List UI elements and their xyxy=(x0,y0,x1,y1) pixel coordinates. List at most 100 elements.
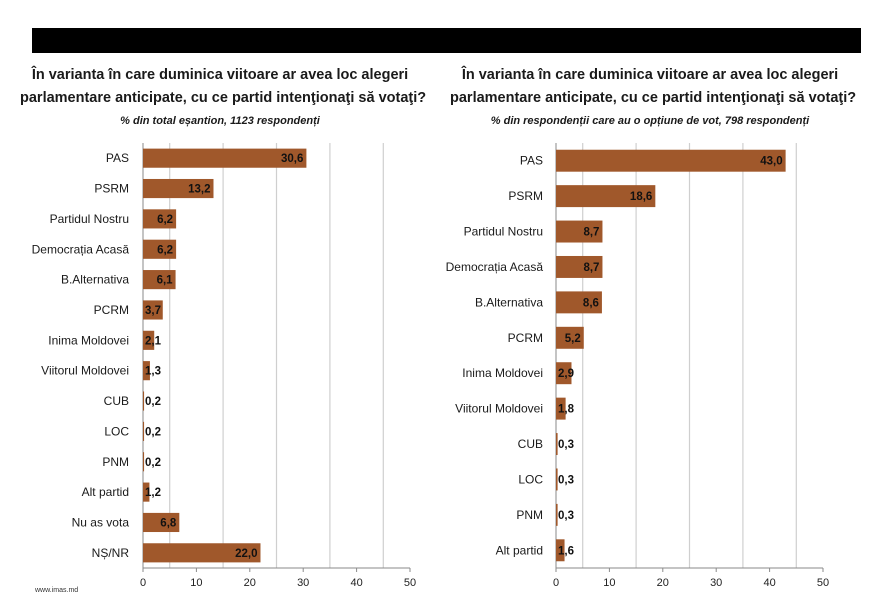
right-chart-value-label: 0,3 xyxy=(558,510,574,522)
right-chart-bar xyxy=(556,397,566,420)
left-chart-value-label: 13,2 xyxy=(188,184,210,196)
right-chart-title-line1: În varianta în care duminica viitoare ar… xyxy=(461,67,839,83)
left-chart-value-label: 6,2 xyxy=(157,244,173,256)
right-chart-bar xyxy=(556,220,603,243)
left-chart-value-label: 22,0 xyxy=(235,548,257,560)
right-chart-value-label: 5,2 xyxy=(565,333,581,345)
left-chart-category-label: Partidul Nostru xyxy=(50,212,129,226)
right-chart-category-label: LOC xyxy=(518,472,543,486)
left-chart-category-label: B.Alternativa xyxy=(61,273,129,287)
left-chart-bar xyxy=(143,421,145,441)
right-chart-subtitle: % din respondenții care au o opțiune de … xyxy=(490,115,810,127)
right-chart-bar xyxy=(556,326,584,349)
left-chart-category-label: Alt partid xyxy=(82,485,129,499)
right-chart-bar xyxy=(556,539,565,562)
right-chart-value-label: 1,6 xyxy=(558,545,574,557)
left-chart-bar xyxy=(143,270,176,290)
right-chart-category-label: CUB xyxy=(518,437,543,451)
right-chart-bar xyxy=(556,468,558,491)
left-chart-bar xyxy=(143,391,145,411)
right-chart-bar xyxy=(556,433,558,456)
right-chart-category-label: PCRM xyxy=(508,331,543,345)
left-chart-value-label: 6,8 xyxy=(160,517,177,529)
right-chart-value-label: 2,9 xyxy=(558,368,574,380)
left-chart-title: În varianta în care duminica viitoare ar… xyxy=(20,64,427,110)
right-chart-x-tick-label: 40 xyxy=(763,577,775,589)
right-chart-category-label: PSRM xyxy=(508,189,543,203)
right-chart-value-label: 8,7 xyxy=(583,227,599,239)
left-chart-category-label: PAS xyxy=(106,151,129,165)
left-chart-category-label: CUB xyxy=(104,394,129,408)
left-chart-bar xyxy=(143,330,155,350)
left-chart-title-line2: parlamentare anticipate, cu ce partid in… xyxy=(20,90,427,106)
left-chart-value-label: 0,2 xyxy=(145,426,161,438)
right-chart-bar xyxy=(556,149,786,172)
left-chart-bar xyxy=(143,512,180,533)
left-chart-category-label: Nu as vota xyxy=(72,515,130,529)
right-chart-category-label: Inima Moldovei xyxy=(462,366,543,380)
left-chart-value-label: 3,7 xyxy=(145,305,161,317)
left-chart-x-tick-label: 30 xyxy=(297,577,309,589)
right-chart-category-label: PNM xyxy=(516,508,543,522)
right-chart-title: În varianta în care duminica viitoare ar… xyxy=(450,64,857,110)
left-chart-x-tick-label: 0 xyxy=(140,577,146,589)
right-chart-category-label: Viitorul Moldovei xyxy=(455,402,543,416)
right-chart-category-label: PAS xyxy=(520,154,543,168)
right-chart-category-label: B.Alternativa xyxy=(475,295,543,309)
left-chart-bar xyxy=(143,209,177,229)
left-chart-value-label: 30,6 xyxy=(281,153,303,165)
right-chart-bar xyxy=(556,362,572,385)
right-chart-x-tick-label: 20 xyxy=(657,577,669,589)
right-chart-x-tick-label: 0 xyxy=(553,577,559,589)
left-chart-bar xyxy=(143,178,214,199)
right-chart-value-label: 43,0 xyxy=(760,156,782,168)
right-chart-value-label: 0,3 xyxy=(558,439,574,451)
left-chart-value-label: 1,2 xyxy=(145,487,161,499)
left-chart-category-label: PSRM xyxy=(94,182,129,196)
left-chart-subtitle: % din total eșantion, 1123 respondenți xyxy=(120,115,320,127)
left-chart-category-label: PCRM xyxy=(94,303,129,317)
right-chart-category-label: Democrația Acasă xyxy=(446,260,544,274)
right-chart-title-line2: parlamentare anticipate, cu ce partid in… xyxy=(450,90,857,106)
right-chart-x-tick-label: 50 xyxy=(817,577,829,589)
left-chart-value-label: 0,2 xyxy=(145,396,161,408)
left-chart-category-label: LOC xyxy=(104,424,129,438)
right-chart-value-label: 18,6 xyxy=(630,191,652,203)
right-chart-x-tick-label: 10 xyxy=(603,577,615,589)
left-chart-title-line1: În varianta în care duminica viitoare ar… xyxy=(31,67,409,83)
left-chart-value-label: 0,2 xyxy=(145,457,161,469)
right-chart-bar xyxy=(556,185,656,208)
left-chart-x-tick-label: 20 xyxy=(244,577,256,589)
right-chart-value-label: 8,6 xyxy=(583,297,599,309)
left-chart-bar xyxy=(143,239,177,259)
right-chart-value-label: 0,3 xyxy=(558,474,574,486)
right-chart-bar xyxy=(556,255,603,278)
left-chart-x-tick-label: 10 xyxy=(190,577,202,589)
left-chart-bar xyxy=(143,300,163,320)
left-chart-bar xyxy=(143,361,150,381)
left-chart-category-label: Viitorul Moldovei xyxy=(41,364,129,378)
left-chart-value-label: 6,1 xyxy=(157,275,174,287)
left-chart-category-label: Democrația Acasă xyxy=(32,242,130,256)
right-chart-category-label: Alt partid xyxy=(496,543,543,557)
left-chart-value-label: 6,2 xyxy=(157,214,173,226)
footer-source: www.imas.md xyxy=(35,587,79,594)
right-chart-value-label: 1,8 xyxy=(558,404,575,416)
left-chart-bar xyxy=(143,452,145,472)
left-chart-category-label: Inima Moldovei xyxy=(48,333,129,347)
right-chart-bar xyxy=(556,291,602,314)
right-chart-bar xyxy=(556,503,558,526)
left-chart-x-tick-label: 50 xyxy=(404,577,416,589)
left-chart-bar xyxy=(143,543,261,563)
right-chart-x-tick-label: 30 xyxy=(710,577,722,589)
left-chart-value-label: 2,1 xyxy=(145,335,162,347)
right-chart-value-label: 8,7 xyxy=(583,262,599,274)
left-chart-value-label: 1,3 xyxy=(145,366,161,378)
left-chart-x-tick-label: 40 xyxy=(350,577,362,589)
left-chart-bar xyxy=(143,482,150,502)
left-chart-bar xyxy=(143,148,307,168)
right-chart-category-label: Partidul Nostru xyxy=(464,225,543,239)
header-bar xyxy=(32,28,861,53)
